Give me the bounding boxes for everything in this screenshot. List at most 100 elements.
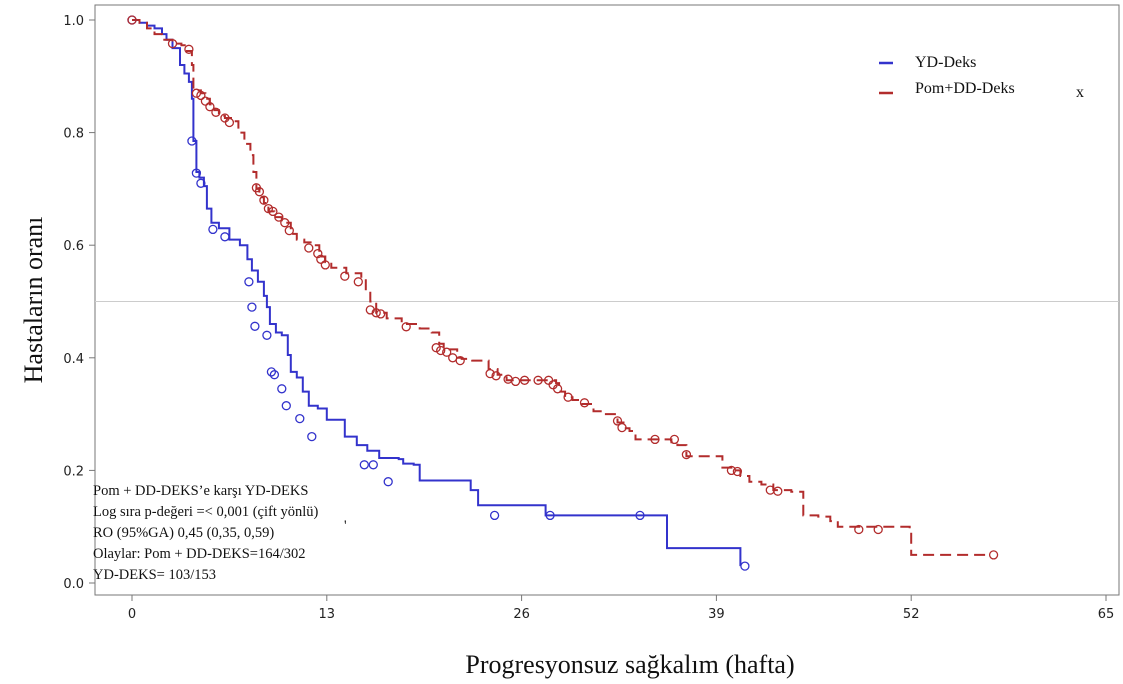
censor-mark — [263, 203, 274, 214]
censor-mark — [455, 355, 465, 366]
censor-mark — [368, 460, 378, 470]
annotation-line-2: Log sıra p-değeri =< 0,001 (çift yönlü) — [93, 504, 319, 520]
censor-mark — [196, 178, 206, 188]
x-axis-title: Progresyonsuz sağkalım (hafta) — [465, 650, 794, 679]
censor-mark — [491, 371, 501, 381]
censor-mark — [208, 224, 218, 235]
censor-mark — [340, 271, 350, 281]
censor-mark — [510, 376, 521, 387]
censor-mark — [254, 187, 265, 197]
legend-label-pom-dd-deks: Pom+DD-Deks — [915, 80, 1015, 97]
legend: YD-Deks Pom+DD-Deks x — [879, 54, 1084, 101]
censor-mark — [284, 225, 294, 236]
censor-mark — [274, 212, 284, 222]
censor-mark — [431, 343, 441, 353]
censor-mark — [489, 510, 500, 521]
censor-mark — [681, 449, 692, 460]
censor-mark — [503, 374, 513, 384]
censor-mark — [448, 353, 458, 363]
censor-mark — [579, 398, 590, 408]
censor-mark — [196, 90, 206, 101]
censor-mark — [304, 243, 314, 253]
censor-mark — [359, 460, 369, 470]
censor-mark — [224, 117, 235, 128]
censor-mark — [873, 524, 883, 535]
censor-mark — [726, 465, 737, 476]
censor-mark — [519, 375, 530, 385]
y-tick-label: 0.2 — [63, 464, 84, 479]
censor-mark — [669, 434, 680, 445]
censor-mark — [281, 401, 291, 411]
series-line-yd-deks — [132, 19, 742, 567]
x-tick-label: 52 — [903, 607, 920, 622]
x-tick-label: 13 — [319, 607, 336, 622]
y-tick-label: 0.6 — [63, 239, 84, 254]
censor-mark — [533, 375, 543, 385]
censor-mark — [313, 248, 323, 259]
annotation-line-4: Olaylar: Pom + DD-DEKS=164/302 — [93, 546, 306, 562]
censor-mark — [220, 232, 230, 242]
plot-frame — [94, 4, 1120, 596]
censor-mark — [383, 477, 393, 487]
censor-marks-pom-dd-deks — [127, 15, 999, 560]
censor-mark — [200, 96, 211, 106]
censor-mark — [371, 308, 381, 318]
censor-mark — [650, 434, 660, 445]
censor-mark — [266, 367, 277, 377]
censor-mark — [244, 277, 254, 287]
censor-mark — [211, 107, 221, 117]
censor-mark — [436, 345, 446, 356]
legend-label-yd-deks: YD-Deks — [915, 54, 976, 71]
censor-mark — [280, 218, 290, 228]
censor-mark — [191, 88, 202, 98]
series-line-pom-dd-deks — [132, 19, 991, 556]
censor-mark — [250, 321, 260, 331]
y-tick-label: 0.0 — [63, 577, 84, 592]
censor-mark — [773, 486, 783, 496]
censor-mark — [262, 330, 272, 340]
x-tick-label: 39 — [708, 607, 725, 622]
censor-mark — [247, 302, 257, 312]
x-axis-ticks: 0 13 26 39 52 65 — [128, 595, 1114, 622]
censor-mark — [187, 136, 197, 146]
y-axis-title: Hastaların oranı — [19, 217, 48, 384]
annotation-line-1: Pom + DD-DEKS’e karşı YD-DEKS — [93, 483, 308, 499]
censor-mark — [269, 370, 280, 380]
censor-mark — [316, 254, 326, 264]
stray-mark: ' — [344, 518, 347, 534]
censor-mark — [184, 44, 194, 54]
censor-mark — [740, 561, 750, 571]
x-tick-label: 65 — [1098, 607, 1115, 622]
censor-mark — [295, 413, 305, 424]
censor-mark — [365, 305, 375, 315]
stats-annotation: Pom + DD-DEKS’e karşı YD-DEKS Log sıra p… — [93, 483, 347, 583]
censor-mark — [563, 392, 573, 402]
censor-mark — [127, 15, 137, 25]
censor-mark — [205, 102, 215, 112]
censor-mark — [635, 510, 645, 521]
x-tick-label: 0 — [128, 607, 136, 622]
y-tick-label: 1.0 — [63, 14, 84, 29]
censor-mark — [167, 38, 178, 49]
annotation-line-3: RO (95%GA) 0,45 (0,35, 0,59) — [93, 525, 274, 541]
censor-mark — [612, 416, 623, 426]
x-tick-label: 26 — [513, 607, 530, 622]
censor-mark — [353, 277, 363, 287]
censor-mark — [988, 550, 999, 560]
censor-mark — [401, 322, 411, 332]
censor-mark — [259, 195, 269, 205]
y-axis-ticks: 0.0 0.2 0.4 0.6 0.8 1.0 — [63, 14, 95, 592]
censor-mark — [617, 422, 627, 433]
y-tick-label: 0.8 — [63, 127, 84, 142]
censor-marks-yd-deks — [127, 15, 750, 571]
censor-mark — [191, 168, 202, 178]
censor-mark — [376, 309, 386, 319]
censor-mark — [277, 384, 287, 394]
extra-x-mark: x — [1076, 84, 1084, 101]
y-tick-label: 0.4 — [63, 352, 84, 367]
censor-mark — [442, 347, 452, 357]
censor-mark — [552, 384, 563, 394]
censor-mark — [732, 466, 743, 477]
censor-mark — [485, 368, 495, 379]
